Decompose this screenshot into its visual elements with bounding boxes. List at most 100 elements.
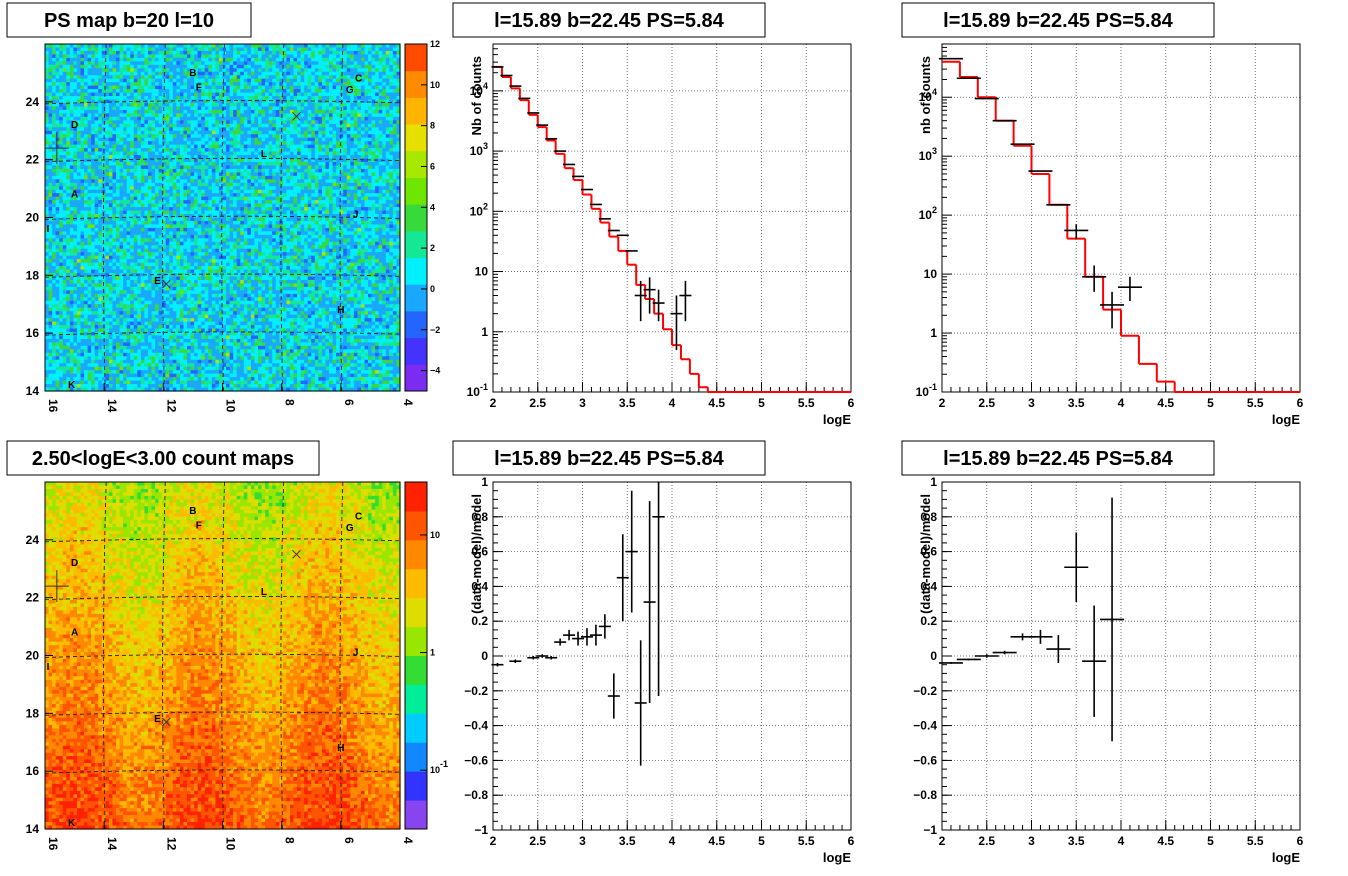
- x-tick-label: 2.5: [529, 834, 546, 848]
- y-tick-label: 104: [919, 87, 937, 104]
- x-tick-label: 3.5: [619, 834, 636, 848]
- x-tick-label: 4.5: [708, 396, 725, 410]
- y-axis-label: nb of counts: [918, 56, 933, 134]
- data-point-series: [938, 497, 1125, 742]
- x-tick-label: 4.5: [708, 834, 725, 848]
- x-axis-label: logE: [823, 412, 851, 427]
- source-label: J: [353, 210, 359, 221]
- x-tick-label: 5: [758, 396, 765, 410]
- x-axis-label: logE: [823, 850, 851, 865]
- x-tick-label: 5: [758, 834, 765, 848]
- y-tick-label: 1: [930, 326, 937, 340]
- colorbar-bin: [405, 284, 427, 312]
- x-tick-label: 5: [1207, 834, 1214, 848]
- colorbar-bin: [405, 230, 427, 259]
- source-label: H: [337, 305, 344, 316]
- y-tick-label: 0.2: [920, 614, 937, 628]
- data-point: [563, 629, 576, 641]
- x-marker: [292, 549, 301, 559]
- model-step-series: [942, 60, 1300, 393]
- data-point-series: [491, 66, 692, 350]
- x-tick-label: 2.5: [978, 834, 995, 848]
- x-tick-label: 5.5: [1247, 396, 1264, 410]
- colorbar-bin: [405, 510, 427, 541]
- data-point: [1064, 532, 1089, 603]
- y-tick-label: 103: [919, 146, 937, 163]
- title-box: [6, 440, 320, 476]
- data-point: [598, 614, 611, 639]
- colorbar-tick-label: 8: [430, 121, 435, 131]
- data-point: [545, 656, 558, 660]
- plot-panel-5: 2 2.5 3 3.5 4 4.5 5 5.5 6 −1 −0.8 −0.6 −0.4 −0.2 0 0.2 0…: [452, 440, 855, 865]
- x-tick-label: 5.5: [798, 396, 815, 410]
- data-point-series: [491, 482, 665, 766]
- y-tick-label: −0.2: [464, 684, 488, 698]
- source-labels: A B C D E F G H I J K L: [47, 68, 363, 391]
- title-box: [901, 440, 1215, 476]
- data-point: [992, 650, 1017, 655]
- axis-ticks: 16 14 12 10 8 6 4 14 16 18 20 22 24: [26, 533, 415, 851]
- chart-title: l=15.89 b=22.45 PS=5.84: [494, 10, 725, 32]
- colorbar-bin: [405, 655, 427, 685]
- colorbar-tick-label: 10-1: [430, 759, 448, 775]
- data-point: [491, 662, 504, 667]
- x-tick-label: 3.5: [1068, 834, 1085, 848]
- y-tick-label: 0.6: [920, 545, 937, 559]
- data-point: [634, 640, 647, 766]
- source-label: A: [71, 627, 78, 638]
- y-tick-label: −0.8: [464, 788, 488, 802]
- y-tick-label: 16: [26, 326, 40, 340]
- colorbar-bin: [405, 44, 427, 72]
- x-tick-label: 12: [164, 399, 178, 413]
- data-point: [580, 628, 593, 646]
- colorbar-tick-label: 2: [430, 243, 435, 253]
- x-tick-label: 14: [105, 837, 119, 851]
- plot-panel-3: 2 2.5 3 3.5 4 4.5 5 5.5 6 10-1 1 10 102 103 104 logE nb …: [901, 2, 1304, 427]
- data-point: [616, 534, 629, 622]
- colorbar-bin: [405, 742, 427, 772]
- colorbar-bin: [405, 713, 427, 743]
- colorbar-bin: [405, 204, 427, 232]
- colorbar-bin: [405, 257, 427, 285]
- x-tick-label: 4: [401, 837, 415, 844]
- y-tick-label: 0: [481, 649, 488, 663]
- y-tick-label: 1: [930, 475, 937, 489]
- data-point: [938, 662, 963, 664]
- y-tick-label: 102: [470, 201, 488, 218]
- y-tick-label: −0.2: [913, 684, 937, 698]
- data-point: [1100, 497, 1125, 742]
- y-tick-label: 0.6: [471, 545, 488, 559]
- colorbar-bin: [405, 337, 427, 365]
- data-point: [643, 501, 656, 703]
- y-axis-label: (data-model)/model: [469, 494, 484, 614]
- y-tick-label: −1: [474, 823, 488, 837]
- colorbar-frame: [404, 43, 428, 392]
- x-tick-label: 2: [490, 396, 497, 410]
- y-axis-label: Nb of counts: [469, 56, 484, 135]
- x-tick-label: 5.5: [798, 834, 815, 848]
- colorbar: 10-1 1 10: [404, 481, 448, 830]
- colorbar-tick-label: −4: [430, 366, 440, 376]
- data-point: [1117, 276, 1142, 301]
- data-point: [956, 658, 981, 661]
- x-marker: [292, 111, 301, 121]
- data-point-series: [938, 57, 1142, 329]
- y-tick-label: 0: [930, 649, 937, 663]
- source-label: D: [71, 558, 78, 569]
- source-label: E: [154, 714, 161, 725]
- x-tick-label: 4: [669, 834, 676, 848]
- x-tick-label: 8: [283, 399, 297, 406]
- colorbar-bin: [405, 771, 427, 801]
- chart-title: l=15.89 b=22.45 PS=5.84: [943, 10, 1174, 32]
- y-tick-label: 16: [26, 764, 40, 778]
- colorbar-tick-label: 10: [430, 80, 440, 90]
- x-tick-label: 2.5: [978, 396, 995, 410]
- x-tick-label: 4: [401, 399, 415, 406]
- data-point: [625, 490, 638, 613]
- source-label: E: [154, 276, 161, 287]
- y-tick-label: 24: [26, 95, 40, 109]
- chart-title: 2.50<logE<3.00 count maps: [32, 448, 294, 470]
- x-tick-label: 3: [1028, 834, 1035, 848]
- source-label: C: [355, 74, 362, 85]
- data-point: [1082, 265, 1107, 292]
